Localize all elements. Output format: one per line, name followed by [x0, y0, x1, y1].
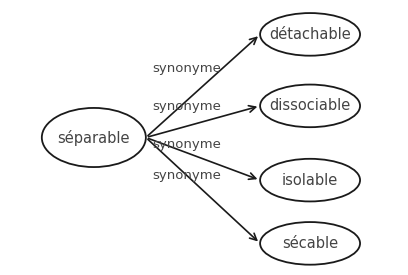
Text: synonyme: synonyme [152, 100, 221, 113]
Text: détachable: détachable [269, 27, 351, 42]
Text: synonyme: synonyme [152, 169, 221, 182]
Text: synonyme: synonyme [152, 62, 221, 75]
Ellipse shape [260, 85, 360, 127]
Text: sécable: sécable [282, 236, 338, 251]
Ellipse shape [260, 159, 360, 201]
Ellipse shape [42, 108, 146, 167]
Text: isolable: isolable [282, 173, 338, 188]
Text: synonyme: synonyme [152, 138, 221, 151]
Ellipse shape [260, 13, 360, 56]
Text: dissociable: dissociable [269, 98, 351, 113]
Text: séparable: séparable [58, 130, 130, 145]
Ellipse shape [260, 222, 360, 265]
